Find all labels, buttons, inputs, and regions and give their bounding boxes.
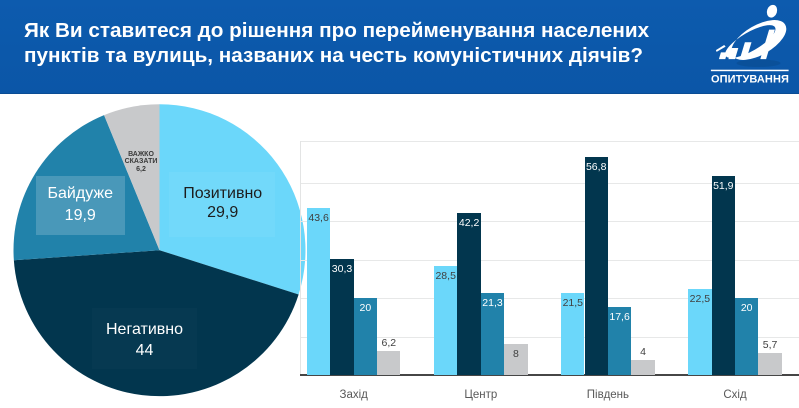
- svg-text:ОПИТУВАННЯ: ОПИТУВАННЯ: [711, 74, 789, 86]
